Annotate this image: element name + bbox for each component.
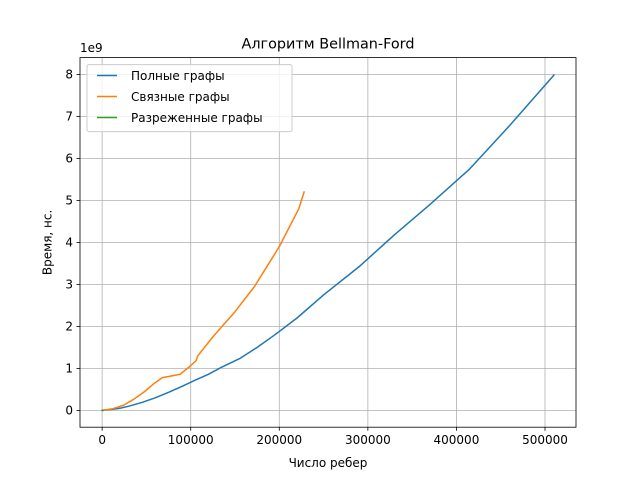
y-tick-label: 8 xyxy=(65,68,73,82)
y-tick-label: 1 xyxy=(65,362,73,376)
y-tick-label: 7 xyxy=(65,110,73,124)
x-tick-label: 400000 xyxy=(434,433,480,447)
grid-layer xyxy=(80,57,576,428)
y-tick-label: 0 xyxy=(65,404,73,418)
chart-title: Алгоритм Bellman-Ford xyxy=(242,37,415,53)
x-axis-label: Число ребер xyxy=(289,456,368,470)
x-tick-label: 0 xyxy=(98,433,106,447)
x-tick-label: 300000 xyxy=(345,433,391,447)
y-tick-label: 2 xyxy=(65,320,73,334)
series-line-1 xyxy=(101,74,555,412)
y-axis-label: Время, нс. xyxy=(41,210,55,275)
x-tick-label: 500000 xyxy=(522,433,568,447)
series-line-2 xyxy=(101,191,306,412)
y-offset-label: 1e9 xyxy=(80,41,103,55)
x-tick-label: 100000 xyxy=(168,433,214,447)
x-tick-label: 200000 xyxy=(256,433,302,447)
y-tick-label: 6 xyxy=(65,152,73,166)
y-tick-label: 4 xyxy=(65,236,73,250)
legend-box xyxy=(86,64,293,133)
tick-layer: 0 100000 200000 300000 400000 500000 0 1 2 3 4 5 6 7 8 xyxy=(65,68,568,448)
legend-label-3: Разреженные графы xyxy=(131,111,263,125)
legend-label-2: Связные графы xyxy=(131,90,230,104)
y-tick-label: 3 xyxy=(65,278,73,292)
legend: Полные графы Связные графы Разреженные гра… xyxy=(86,64,293,133)
legend-label-1: Полные графы xyxy=(131,69,225,83)
y-tick-label: 5 xyxy=(65,194,73,208)
series-layer xyxy=(101,74,555,412)
